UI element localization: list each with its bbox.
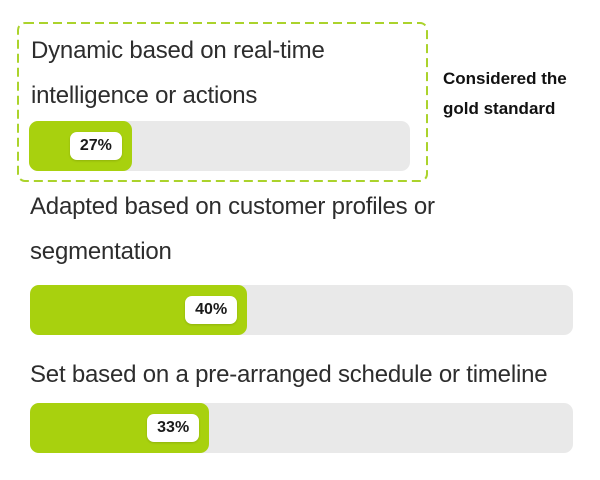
bar-track-adapted: 40% — [30, 285, 573, 335]
bar-label-line: intelligence or actions — [31, 82, 258, 109]
bar-label-line: Set based on a pre-arranged schedule or … — [30, 361, 548, 388]
highlight-box: Dynamic based on real-time intelligence … — [17, 22, 428, 182]
value-badge-dynamic: 27% — [69, 132, 122, 160]
bar-label-adapted: Adapted based on customer profiles or se… — [30, 184, 435, 274]
annotation-line: Considered the — [443, 69, 567, 88]
bar-track-set: 33% — [30, 403, 573, 453]
bar-fill-set: 33% — [30, 403, 210, 453]
highlight-box-border — [17, 22, 428, 182]
annotation-line: gold standard — [443, 99, 556, 118]
bar-label-dynamic: Dynamic based on real-time intelligence … — [31, 28, 325, 118]
bar-label-line: Dynamic based on real-time — [31, 37, 325, 64]
bar-label-line: segmentation — [30, 238, 172, 265]
value-badge-set: 33% — [147, 414, 200, 442]
value-badge-adapted: 40% — [185, 296, 238, 324]
gold-standard-note: Considered the gold standard — [443, 64, 583, 124]
bar-label-set: Set based on a pre-arranged schedule or … — [30, 352, 548, 397]
bar-label-line: Adapted based on customer profiles or — [30, 193, 435, 220]
bar-fill-dynamic: 27% — [29, 121, 132, 171]
bar-fill-adapted: 40% — [30, 285, 248, 335]
bar-track-dynamic: 27% — [29, 121, 410, 171]
